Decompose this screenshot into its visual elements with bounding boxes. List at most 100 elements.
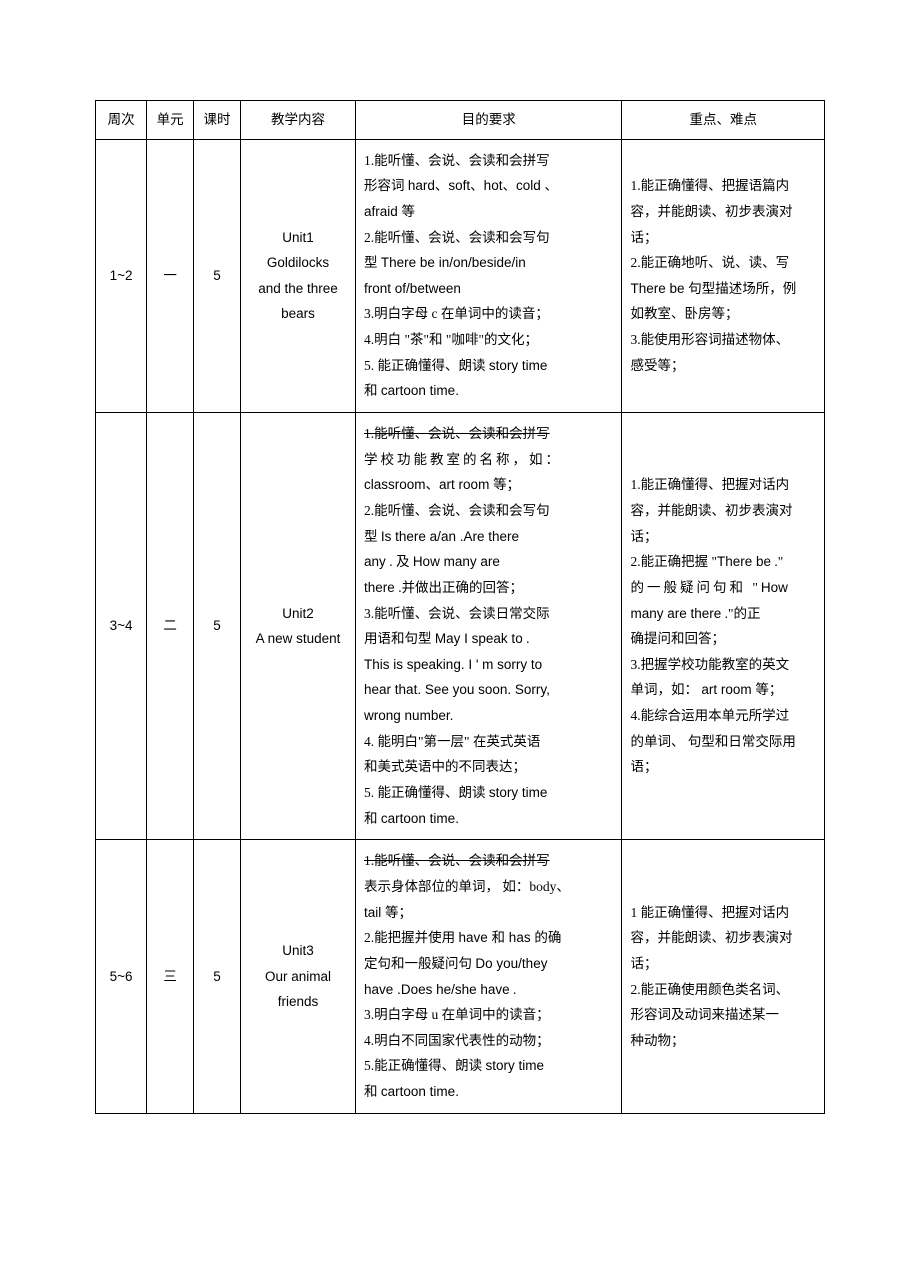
goal-text: 等；: [493, 477, 520, 492]
goal-text: This is speaking. I ' m sorry to: [364, 657, 542, 672]
goal-text: May I speak to: [435, 631, 523, 646]
goal-text: story time: [489, 358, 548, 373]
curriculum-table: 周次 单元 课时 教学内容 目的要求 重点、难点 1~2 一 5 Unit1 G…: [95, 100, 825, 1114]
key-text: There be: [717, 554, 771, 569]
goal-text: 5. 能正确懂得、朗读: [364, 785, 489, 800]
key-text: 容，并能朗读、初步表演对: [630, 925, 816, 951]
table-row: 3~4 二 5 Unit2 A new student 1.能听懂、会说、会读和…: [96, 413, 825, 840]
key-text: 1.能正确懂得、把握语篇内: [630, 173, 816, 199]
table-header-row: 周次 单元 课时 教学内容 目的要求 重点、难点: [96, 101, 825, 140]
content-line: Goldilocks: [247, 250, 349, 276]
key-block: 1.能正确懂得、把握语篇内 容，并能朗读、初步表演对 话； 2.能正确地听、说、…: [628, 171, 818, 380]
goal-text: have 和 has 的确: [459, 930, 562, 945]
content-line: and the three: [247, 276, 349, 302]
key-text: 3.能使用形容词描述物体、: [630, 327, 816, 353]
goal-text: . 及: [386, 554, 413, 569]
key-block: 1.能正确懂得、把握对话内 容，并能朗读、初步表演对 话； 2.能正确把握 "T…: [628, 470, 818, 782]
goal-text: tail: [364, 905, 385, 920]
goal-text: 2.能把握并使用: [364, 930, 459, 945]
period-cell: 5: [213, 268, 221, 283]
goal-text: 定句和一般疑问句: [364, 956, 475, 971]
goal-text: 3.明白字母: [364, 1007, 432, 1022]
key-text: 的一般疑问句和 ": [630, 580, 760, 595]
goal-text: 表示身体部位的单词，: [364, 879, 502, 894]
key-text: 1 能正确懂得、把握对话内: [630, 900, 816, 926]
goal-text-strike: 1.能听懂、会说、会读和会拼写: [364, 848, 613, 874]
content-line: Unit2: [247, 601, 349, 627]
key-text: 话；: [630, 524, 816, 550]
key-text: 容，并能朗读、初步表演对: [630, 199, 816, 225]
key-text: 4.能综合运用本单元所学过: [630, 703, 816, 729]
key-text: 种动物；: [630, 1028, 816, 1054]
table-row: 1~2 一 5 Unit1 Goldilocks and the three b…: [96, 139, 825, 412]
goal-text: 4.明白不同国家代表性的动物；: [364, 1028, 613, 1054]
header-periods: 课时: [194, 101, 241, 140]
goal-block: 1.能听懂、会说、会读和会拼写 学校功能教室的名称，如： classroom、a…: [362, 419, 615, 833]
goal-text: 用语和句型: [364, 631, 435, 646]
goal-text: 等；: [385, 905, 412, 920]
page: 周次 单元 课时 教学内容 目的要求 重点、难点 1~2 一 5 Unit1 G…: [0, 0, 920, 1277]
period-cell: 5: [213, 618, 221, 633]
key-text: many: [630, 606, 663, 621]
content-line: Unit1: [247, 225, 349, 251]
week-cell: 5~6: [110, 969, 133, 984]
goal-text: any: [364, 554, 386, 569]
goal-text: 2.能听懂、会说、会读和会写句: [364, 230, 550, 245]
key-text: 2.能正确使用颜色类名词、: [630, 977, 816, 1003]
goal-text: cartoon time.: [381, 383, 459, 398]
goal-text: Do you/they: [475, 956, 547, 971]
goal-text: Is there a/an: [381, 529, 456, 544]
key-text: 话；: [630, 225, 816, 251]
goal-text: .Does he/she have: [393, 982, 509, 997]
period-cell: 5: [213, 969, 221, 984]
key-text: 感受等；: [630, 353, 816, 379]
goal-text: wrong number.: [364, 708, 453, 723]
goal-text: 1.能听懂、会说、会读和会拼写: [364, 153, 550, 168]
header-goals: 目的要求: [356, 101, 622, 140]
goal-text: there: [364, 580, 395, 595]
header-week: 周次: [96, 101, 147, 140]
goal-text: How many: [413, 554, 477, 569]
key-text: 句型描述场所，例: [688, 281, 796, 296]
header-key: 重点、难点: [622, 101, 825, 140]
goal-text: 4.明白 "茶"和 "咖啡"的文化；: [364, 332, 538, 347]
key-text: 语；: [630, 754, 816, 780]
header-unit: 单元: [147, 101, 194, 140]
goal-text: c 在单词中的读音；: [432, 306, 549, 321]
key-text: 话；: [630, 951, 816, 977]
goal-text: have: [364, 982, 393, 997]
goal-text: classroom、art room: [364, 477, 493, 492]
goal-text: u 在单词中的读音；: [432, 1007, 550, 1022]
key-text: .": [771, 554, 783, 569]
goal-text: afraid 等: [364, 204, 415, 219]
goal-text: front of/between: [364, 281, 461, 296]
goal-text: are: [477, 554, 500, 569]
goal-text: 2.能听懂、会说、会读和会写句: [364, 498, 613, 524]
key-text: 如教室、卧房等；: [630, 301, 816, 327]
goal-text: .Are there: [456, 529, 519, 544]
content-line: Unit3: [247, 938, 349, 964]
goal-text: story time: [486, 1058, 545, 1073]
goal-text: 如：body、: [502, 879, 570, 894]
key-text: are there: [663, 606, 721, 621]
goal-text-strike: 1.能听懂、会说、会读和会拼写: [364, 421, 613, 447]
goal-text: 和: [364, 811, 381, 826]
goal-text: .并做出正确的回答；: [395, 580, 523, 595]
content-line: bears: [247, 301, 349, 327]
key-text: 2.能正确地听、说、读、写: [630, 250, 816, 276]
goal-text: cartoon time.: [381, 1084, 459, 1099]
key-text: ."的正: [721, 606, 760, 621]
goal-text: 学校功能教室的名称，如：: [364, 447, 613, 473]
goal-text: 型: [364, 255, 381, 270]
goal-text: 型: [364, 529, 381, 544]
goal-text: 在英式英语: [473, 734, 541, 749]
goal-text: .: [523, 631, 530, 646]
goal-text: cartoon time.: [381, 811, 459, 826]
unit-cell: 一: [147, 139, 194, 412]
key-text: 单词，如：: [630, 682, 701, 697]
goal-text: 和: [364, 383, 381, 398]
key-text: 1.能正确懂得、把握对话内: [630, 472, 816, 498]
key-text: 2.能正确把握 ": [630, 554, 717, 569]
unit-cell: 三: [147, 840, 194, 1113]
goal-text: 5. 能正确懂得、朗读: [364, 358, 489, 373]
